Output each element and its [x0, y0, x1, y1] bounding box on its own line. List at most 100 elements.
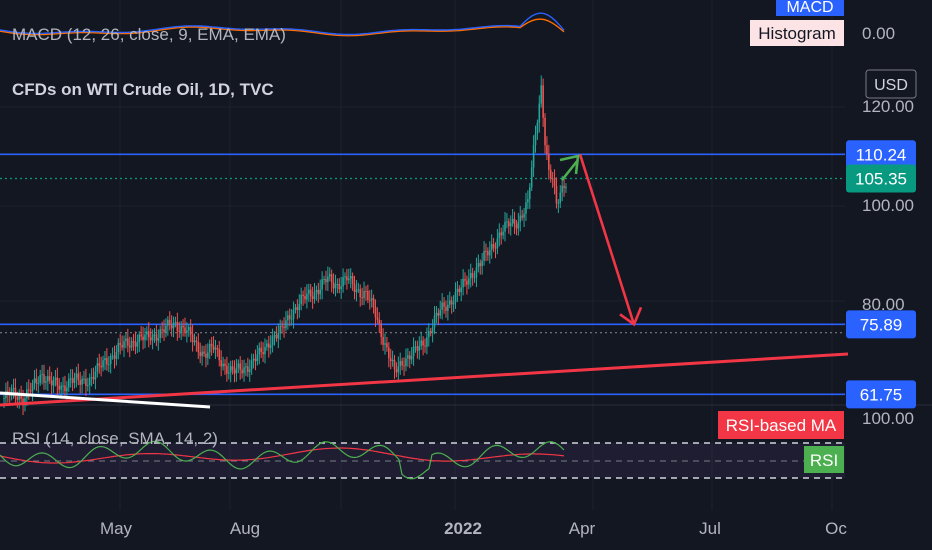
- candle-body: [408, 355, 411, 360]
- candle-body: [553, 179, 556, 187]
- candle-body: [174, 322, 177, 324]
- candle-body: [67, 378, 70, 388]
- candle-body: [492, 244, 495, 248]
- candle-body: [125, 338, 127, 342]
- candle-body: [319, 289, 322, 295]
- candle-body: [165, 325, 167, 333]
- y-tick-label: 80.00: [862, 295, 905, 314]
- candle-body: [313, 291, 316, 299]
- candle-body: [54, 377, 57, 380]
- candle-body: [435, 312, 438, 316]
- currency-box[interactable]: [865, 69, 917, 99]
- candle-body: [496, 238, 499, 249]
- candle-body: [241, 369, 243, 374]
- candle-body: [62, 385, 64, 387]
- candle-body: [340, 286, 342, 290]
- candle-body: [81, 378, 83, 385]
- candle-body: [321, 279, 323, 290]
- candle-body: [325, 278, 327, 283]
- candle-body: [410, 355, 413, 360]
- price-marker-label: 61.75: [860, 385, 903, 404]
- rsi-line: [0, 440, 565, 480]
- candle-body: [349, 275, 352, 279]
- histogram-legend-box: [750, 20, 844, 46]
- candle-body: [534, 133, 537, 146]
- candle-body: [140, 334, 142, 337]
- candle-body: [475, 267, 478, 278]
- candle-body: [218, 349, 221, 361]
- rsi-ma-line: [0, 447, 565, 464]
- candle-body: [262, 351, 264, 355]
- candle-body: [422, 340, 424, 346]
- candle-body: [33, 378, 36, 384]
- candle-body: [511, 218, 514, 224]
- candle-body: [367, 291, 369, 300]
- candle-body: [138, 334, 141, 343]
- candle-body: [3, 398, 5, 400]
- candle-body: [348, 278, 350, 281]
- candle-body: [372, 298, 375, 308]
- candle-body: [39, 374, 41, 383]
- candle-body: [399, 360, 402, 367]
- candle-body: [193, 340, 196, 343]
- y-tick-label: 100.00: [862, 196, 914, 215]
- candle-body: [439, 309, 442, 316]
- candle-body: [233, 369, 236, 374]
- candle-body: [380, 323, 382, 337]
- candle-body: [429, 331, 432, 333]
- price-marker-box: [846, 310, 916, 339]
- candle-body: [191, 334, 194, 343]
- candle-body: [548, 154, 550, 170]
- candle-body: [235, 367, 238, 374]
- candle-body: [412, 346, 415, 356]
- x-tick-label: 2022: [444, 519, 482, 538]
- candle-body: [22, 398, 24, 406]
- price-marker-label: 110.24: [856, 145, 907, 164]
- candle-body: [431, 327, 434, 333]
- candle-body: [540, 85, 543, 104]
- candle-body: [50, 380, 53, 386]
- candle-body: [323, 278, 325, 280]
- macd-line: [0, 12, 565, 36]
- x-tick-label: Apr: [569, 519, 596, 538]
- candle-body: [542, 85, 544, 118]
- candle-body: [454, 292, 457, 303]
- candle-body: [309, 289, 312, 297]
- candle-body: [285, 320, 287, 329]
- candle-body: [487, 251, 489, 256]
- candle-body: [538, 103, 541, 123]
- white-trendline: [0, 391, 211, 409]
- candle-body: [523, 213, 525, 218]
- green-arrowhead: [559, 154, 580, 175]
- candle-body: [508, 221, 510, 227]
- rsi-ma-legend-box: [718, 411, 844, 439]
- candle-body: [16, 397, 19, 400]
- candle-body: [437, 312, 440, 316]
- candle-body: [24, 398, 26, 406]
- candle-body: [315, 289, 318, 292]
- candle-body: [275, 335, 278, 339]
- candle-body: [172, 322, 175, 329]
- candle-body: [466, 280, 468, 285]
- projection-arrow: [559, 153, 643, 327]
- candle-body: [515, 224, 518, 229]
- macd-legend-histogram: Histogram: [758, 24, 835, 43]
- price-marker-box: [846, 164, 916, 193]
- candle-body: [256, 354, 259, 362]
- candle-body: [134, 341, 137, 347]
- candle-body: [66, 387, 68, 392]
- candle-body: [428, 331, 430, 338]
- candle-body: [494, 247, 497, 249]
- candle-body: [298, 304, 301, 311]
- candle-body: [424, 345, 426, 347]
- macd-legend-box: [776, 0, 844, 16]
- macd-signal-line: [0, 18, 565, 37]
- candle-body: [220, 360, 222, 367]
- candle-body: [208, 343, 211, 353]
- candle-body: [460, 287, 462, 293]
- candle-body: [178, 330, 181, 333]
- candle-body: [18, 395, 21, 400]
- macd-pane: MACD (12, 26, close, 9, EMA, EMA) MACD H…: [0, 0, 895, 46]
- candle-body: [73, 377, 76, 383]
- candle-body: [100, 365, 102, 368]
